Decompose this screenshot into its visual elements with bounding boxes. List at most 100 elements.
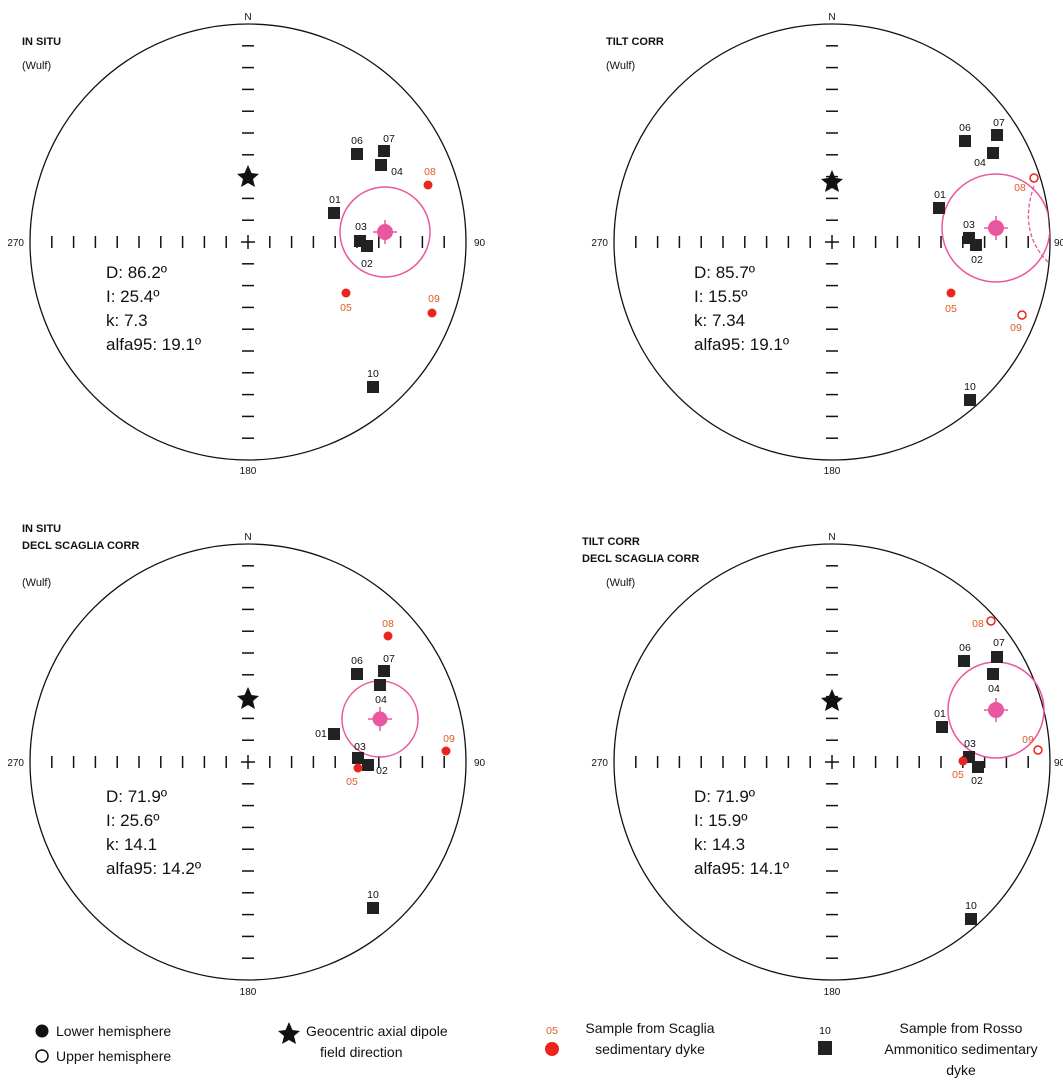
stereonet-panel-in-situ: N 90 180 270 IN SITU (Wulf) 06 07 04 01 … bbox=[7, 12, 485, 477]
lower-hemisphere-icon bbox=[35, 1024, 49, 1038]
scaglia-sample-09-upper bbox=[1017, 310, 1027, 320]
svg-text:10: 10 bbox=[965, 900, 977, 912]
rosso-sample-10 bbox=[367, 381, 379, 393]
svg-text:09: 09 bbox=[443, 733, 455, 745]
direction-north: N bbox=[244, 12, 251, 23]
svg-text:09: 09 bbox=[1010, 322, 1022, 334]
gad-star-icon bbox=[821, 170, 843, 192]
direction-south: 180 bbox=[824, 466, 841, 477]
direction-east: 90 bbox=[474, 758, 486, 769]
alfa95-upper-hemisphere-arc bbox=[1027, 185, 1049, 263]
svg-text:06: 06 bbox=[351, 655, 363, 667]
scaglia-sample-08-upper bbox=[1029, 173, 1039, 183]
primitive-circle bbox=[613, 23, 1051, 461]
svg-text:08: 08 bbox=[972, 618, 984, 630]
primitive-circle bbox=[29, 543, 467, 981]
rosso-sample-02 bbox=[362, 759, 374, 771]
svg-text:04: 04 bbox=[375, 694, 387, 706]
stat-inclination: I: 25.6º bbox=[106, 811, 159, 830]
svg-text:01: 01 bbox=[934, 189, 946, 201]
rosso-legend-square-icon bbox=[818, 1041, 832, 1055]
legend-gad-line2: field direction bbox=[320, 1044, 403, 1060]
rosso-sample-01 bbox=[933, 202, 945, 214]
rosso-sample-04 bbox=[375, 159, 387, 171]
upper-hemisphere-icon bbox=[35, 1049, 49, 1063]
legend-scaglia-line1: Sample from Scaglia bbox=[585, 1020, 714, 1036]
stereonet-panel-in-situ-decl-scaglia-corr: N 90 180 270 IN SITU DECL SCAGLIA CORR (… bbox=[7, 523, 485, 998]
svg-text:07: 07 bbox=[993, 637, 1005, 649]
svg-text:06: 06 bbox=[959, 122, 971, 134]
direction-north: N bbox=[828, 12, 835, 23]
svg-text:09: 09 bbox=[1022, 734, 1034, 746]
scaglia-sample-05 bbox=[353, 763, 363, 773]
svg-text:09: 09 bbox=[428, 293, 440, 305]
stat-alfa95: alfa95: 14.2º bbox=[106, 859, 201, 878]
rosso-sample-04 bbox=[374, 679, 386, 691]
svg-text:08: 08 bbox=[424, 166, 436, 178]
projection-label: (Wulf) bbox=[22, 577, 51, 589]
direction-west: 270 bbox=[591, 238, 608, 249]
panel-subtitle: DECL SCAGLIA CORR bbox=[582, 553, 699, 565]
scaglia-sample-05 bbox=[341, 288, 351, 298]
svg-text:07: 07 bbox=[383, 133, 395, 145]
svg-text:07: 07 bbox=[383, 653, 395, 665]
scaglia-sample-05 bbox=[946, 288, 956, 298]
direction-west: 270 bbox=[7, 238, 24, 249]
svg-text:07: 07 bbox=[993, 117, 1005, 129]
legend-rosso-line2: Ammonitico sedimentary bbox=[884, 1041, 1037, 1057]
svg-text:05: 05 bbox=[945, 303, 957, 315]
svg-text:03: 03 bbox=[963, 219, 975, 231]
stat-inclination: I: 15.5º bbox=[694, 287, 747, 306]
rosso-sample-02 bbox=[970, 239, 982, 251]
svg-text:02: 02 bbox=[971, 254, 983, 266]
svg-text:03: 03 bbox=[354, 741, 366, 753]
direction-east: 90 bbox=[1054, 758, 1063, 769]
stat-k: k: 14.1 bbox=[106, 835, 157, 854]
svg-text:05: 05 bbox=[340, 302, 352, 314]
gad-legend-star-icon bbox=[278, 1022, 300, 1044]
svg-text:01: 01 bbox=[329, 194, 341, 206]
svg-text:01: 01 bbox=[315, 728, 327, 740]
svg-text:10: 10 bbox=[367, 368, 379, 380]
panel-subtitle: DECL SCAGLIA CORR bbox=[22, 540, 139, 552]
legend-lower-hemisphere: Lower hemisphere bbox=[56, 1023, 171, 1039]
scaglia-sample-08 bbox=[423, 180, 433, 190]
scaglia-sample-08-upper bbox=[986, 616, 996, 626]
svg-text:04: 04 bbox=[974, 157, 986, 169]
svg-text:08: 08 bbox=[382, 618, 394, 630]
stat-alfa95: alfa95: 19.1º bbox=[694, 335, 789, 354]
scaglia-sample-08 bbox=[383, 631, 393, 641]
stat-k: k: 14.3 bbox=[694, 835, 745, 854]
stat-declination: D: 71.9º bbox=[106, 787, 167, 806]
svg-text:08: 08 bbox=[1014, 182, 1026, 194]
direction-east: 90 bbox=[474, 238, 486, 249]
stat-declination: D: 86.2º bbox=[106, 263, 167, 282]
rosso-sample-02 bbox=[361, 240, 373, 252]
panel-title: TILT CORR bbox=[606, 36, 664, 48]
rosso-sample-01 bbox=[936, 721, 948, 733]
legend-rosso-sample-label: 10 bbox=[819, 1025, 831, 1037]
stat-declination: D: 85.7º bbox=[694, 263, 755, 282]
direction-north: N bbox=[244, 532, 251, 543]
stat-declination: D: 71.9º bbox=[694, 787, 755, 806]
legend: Lower hemisphere Upper hemisphere Geocen… bbox=[35, 1020, 1038, 1078]
stat-inclination: I: 15.9º bbox=[694, 811, 747, 830]
projection-label: (Wulf) bbox=[606, 577, 635, 589]
scaglia-sample-09 bbox=[441, 746, 451, 756]
legend-gad-line1: Geocentric axial dipole bbox=[306, 1023, 448, 1039]
projection-label: (Wulf) bbox=[606, 60, 635, 72]
gad-star-icon bbox=[821, 689, 843, 711]
scaglia-sample-05 bbox=[958, 756, 968, 766]
rosso-sample-03 bbox=[352, 752, 364, 764]
rosso-sample-02 bbox=[972, 761, 984, 773]
svg-text:06: 06 bbox=[959, 642, 971, 654]
rosso-sample-06 bbox=[958, 655, 970, 667]
legend-scaglia-line2: sedimentary dyke bbox=[595, 1041, 705, 1057]
legend-rosso-line3: dyke bbox=[946, 1062, 976, 1078]
stat-k: k: 7.34 bbox=[694, 311, 745, 330]
svg-text:04: 04 bbox=[391, 166, 403, 178]
rosso-sample-10 bbox=[964, 394, 976, 406]
direction-south: 180 bbox=[240, 466, 257, 477]
stat-alfa95: alfa95: 19.1º bbox=[106, 335, 201, 354]
